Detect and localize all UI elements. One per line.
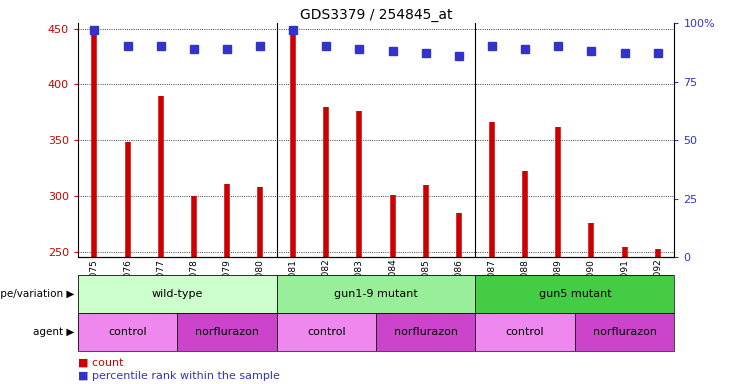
- Text: norflurazon: norflurazon: [393, 327, 458, 337]
- Text: norflurazon: norflurazon: [593, 327, 657, 337]
- Text: control: control: [307, 327, 345, 337]
- Text: wild-type: wild-type: [152, 289, 203, 299]
- Text: norflurazon: norflurazon: [195, 327, 259, 337]
- Bar: [78, 313, 177, 351]
- Bar: [177, 313, 276, 351]
- Text: gun1-9 mutant: gun1-9 mutant: [334, 289, 418, 299]
- Text: control: control: [506, 327, 545, 337]
- Bar: [575, 313, 674, 351]
- Text: genotype/variation ▶: genotype/variation ▶: [0, 289, 75, 299]
- Bar: [78, 275, 276, 313]
- Bar: [376, 313, 476, 351]
- Text: control: control: [108, 327, 147, 337]
- Title: GDS3379 / 254845_at: GDS3379 / 254845_at: [300, 8, 452, 22]
- Text: ■ count: ■ count: [78, 358, 123, 368]
- Bar: [476, 275, 674, 313]
- Bar: [276, 313, 376, 351]
- Text: ■ percentile rank within the sample: ■ percentile rank within the sample: [78, 371, 279, 381]
- Bar: [476, 313, 575, 351]
- Text: agent ▶: agent ▶: [33, 327, 75, 337]
- Text: gun5 mutant: gun5 mutant: [539, 289, 611, 299]
- Bar: [276, 275, 476, 313]
